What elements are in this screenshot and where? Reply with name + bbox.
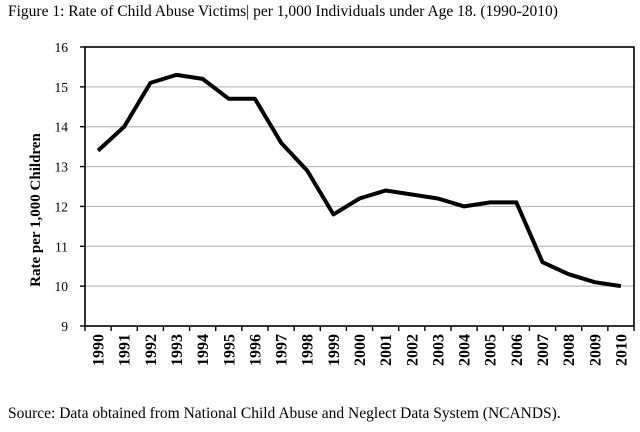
x-tick-label: 1993 bbox=[169, 334, 186, 366]
y-tick-label: 13 bbox=[55, 160, 69, 175]
data-line bbox=[96, 72, 622, 289]
y-tick-label: 9 bbox=[61, 319, 68, 334]
y-axis: 9 10 11 12 13 14 15 16 bbox=[55, 40, 85, 334]
x-tick-label: 2005 bbox=[483, 334, 500, 366]
y-tick-label: 16 bbox=[55, 40, 69, 55]
x-tick-label: 1992 bbox=[143, 334, 160, 366]
x-tick-label: 1997 bbox=[274, 334, 291, 366]
x-tick-label: 1996 bbox=[247, 334, 264, 366]
x-tick-label: 2000 bbox=[352, 334, 369, 366]
x-tick-label: 2008 bbox=[561, 334, 578, 366]
x-tick-label: 2004 bbox=[457, 334, 474, 366]
x-tick-label: 1994 bbox=[195, 334, 212, 366]
x-tick-label: 2007 bbox=[535, 334, 552, 366]
y-tick-label: 12 bbox=[55, 199, 69, 214]
x-tick-label: 1998 bbox=[300, 334, 317, 366]
x-tick-label: 2001 bbox=[378, 334, 395, 366]
x-tick-label: 2010 bbox=[613, 334, 630, 366]
y-tick-label: 11 bbox=[55, 239, 68, 254]
x-tick-label: 1991 bbox=[117, 334, 134, 366]
plot-area-border bbox=[84, 46, 635, 327]
x-tick-label: 1990 bbox=[91, 334, 108, 366]
y-tick-label: 10 bbox=[55, 279, 69, 294]
y-tick-label: 14 bbox=[55, 120, 69, 135]
x-tick-label: 1999 bbox=[326, 334, 343, 366]
x-tick-label: 2009 bbox=[587, 334, 604, 366]
x-tick-label: 2002 bbox=[404, 334, 421, 366]
gridlines bbox=[85, 86, 634, 287]
x-tick-label: 2006 bbox=[509, 334, 526, 366]
y-axis-title: Rate per 1,000 Children bbox=[28, 133, 44, 287]
line-chart: 9 10 11 12 13 14 15 16 1990 1991 1992 1993 1994 1995 1… bbox=[28, 40, 635, 366]
x-tick-label: 2003 bbox=[430, 334, 447, 366]
x-tick-label: 1995 bbox=[221, 334, 238, 366]
x-axis: 1990 1991 1992 1993 1994 1995 1996 1997 1998 1999… bbox=[84, 326, 635, 366]
figure-title: Figure 1: Rate of Child Abuse Victims| p… bbox=[8, 3, 558, 20]
source-note: Source: Data obtained from National Chil… bbox=[8, 405, 561, 422]
y-tick-label: 15 bbox=[55, 80, 69, 95]
